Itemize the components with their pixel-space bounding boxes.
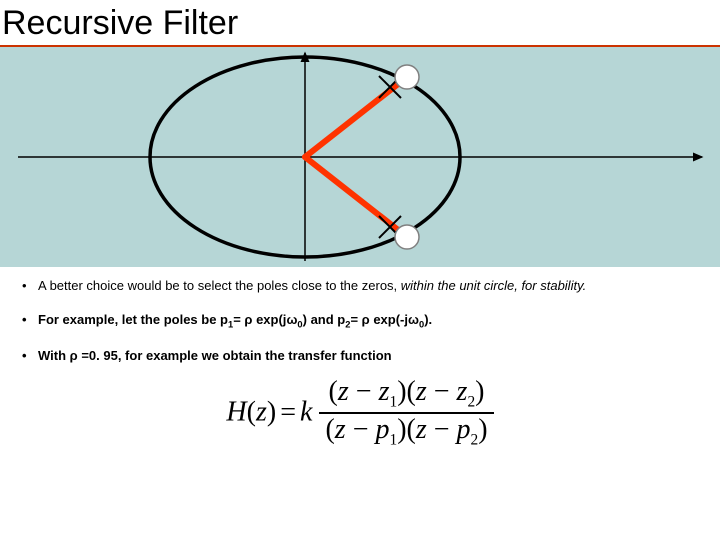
- b2-g: ).: [424, 312, 432, 327]
- b3-b: =0. 95, for example we obtain the transf…: [78, 348, 392, 363]
- b2-f: exp(-j: [370, 312, 408, 327]
- bullet-3-text: With ρ =0. 95, for example we obtain the…: [38, 347, 700, 365]
- bullet-3: • With ρ =0. 95, for example we obtain t…: [20, 347, 700, 365]
- f-p1: p: [375, 414, 389, 445]
- bullet-2: • For example, let the poles be p1= ρ ex…: [20, 311, 700, 331]
- page-title: Recursive Filter: [0, 0, 720, 45]
- bullet-marker: •: [20, 277, 38, 295]
- b3-a: With: [38, 348, 70, 363]
- f-z: z: [335, 414, 346, 445]
- omega-symbol: ω: [408, 312, 419, 327]
- rho-symbol: ρ: [70, 348, 78, 363]
- b2-e: =: [350, 312, 361, 327]
- formula-k: k: [300, 397, 312, 428]
- f-z2-sub: 2: [467, 394, 475, 411]
- formula-numerator: (z − z1)(z − z2): [319, 376, 493, 413]
- transfer-function-formula: H(z)=k (z − z1)(z − z2) (z − p1)(z − p2): [0, 380, 720, 449]
- bullet-1-text: A better choice would be to select the p…: [38, 277, 700, 295]
- bullet-1-pre: A better choice would be to select the p…: [38, 278, 401, 293]
- bullet-list: • A better choice would be to select the…: [0, 267, 720, 364]
- bullet-2-text: For example, let the poles be p1= ρ exp(…: [38, 311, 700, 331]
- pole-zero-diagram: [0, 47, 720, 267]
- f-z: z: [338, 376, 349, 407]
- f-z1: z: [379, 376, 390, 407]
- formula-z-arg: z: [256, 397, 267, 428]
- f-z2: z: [457, 376, 468, 407]
- b2-c: exp(j: [252, 312, 286, 327]
- f-z: z: [416, 376, 427, 407]
- b2-d: ) and p: [303, 312, 346, 327]
- rho-symbol: ρ: [362, 312, 370, 327]
- formula-H: H: [226, 397, 246, 428]
- bullet-marker: •: [20, 311, 38, 329]
- b2-b: =: [233, 312, 244, 327]
- formula-denominator: (z − p1)(z − p2): [319, 414, 493, 449]
- diagram-svg: [0, 47, 720, 267]
- bullet-1-italic: within the unit circle, for stability.: [401, 278, 586, 293]
- b2-a: For example, let the poles be p: [38, 312, 228, 327]
- formula-fraction: (z − z1)(z − z2) (z − p1)(z − p2): [319, 376, 493, 449]
- f-z: z: [416, 414, 427, 445]
- omega-symbol: ω: [286, 312, 297, 327]
- bullet-1: • A better choice would be to select the…: [20, 277, 700, 295]
- f-p2: p: [457, 414, 471, 445]
- bullet-marker: •: [20, 347, 38, 365]
